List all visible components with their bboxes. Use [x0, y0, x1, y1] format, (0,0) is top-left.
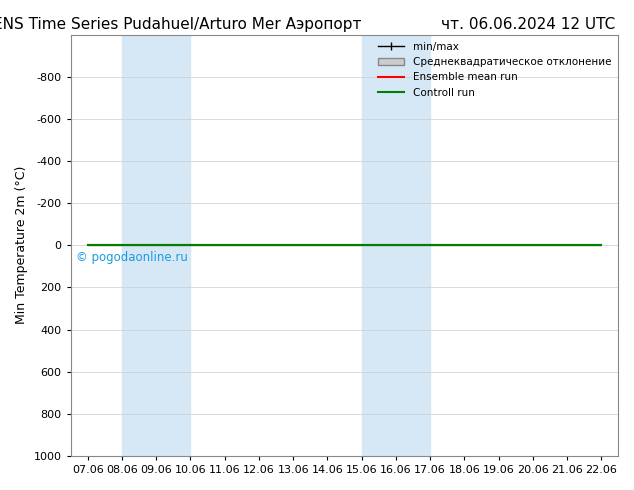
- Legend: min/max, Среднеквадратическое отклонение, Ensemble mean run, Controll run: min/max, Среднеквадратическое отклонение…: [374, 38, 615, 102]
- Y-axis label: Min Temperature 2m (°C): Min Temperature 2m (°C): [15, 166, 28, 324]
- Text: © pogodaonline.ru: © pogodaonline.ru: [76, 251, 188, 265]
- Text: ENS Time Series Pudahuel/Arturo Mer Аэропорт: ENS Time Series Pudahuel/Arturo Mer Аэро…: [0, 17, 362, 32]
- Bar: [122, 35, 190, 456]
- Bar: [361, 35, 430, 456]
- Text: чт. 06.06.2024 12 UTC: чт. 06.06.2024 12 UTC: [441, 17, 615, 32]
